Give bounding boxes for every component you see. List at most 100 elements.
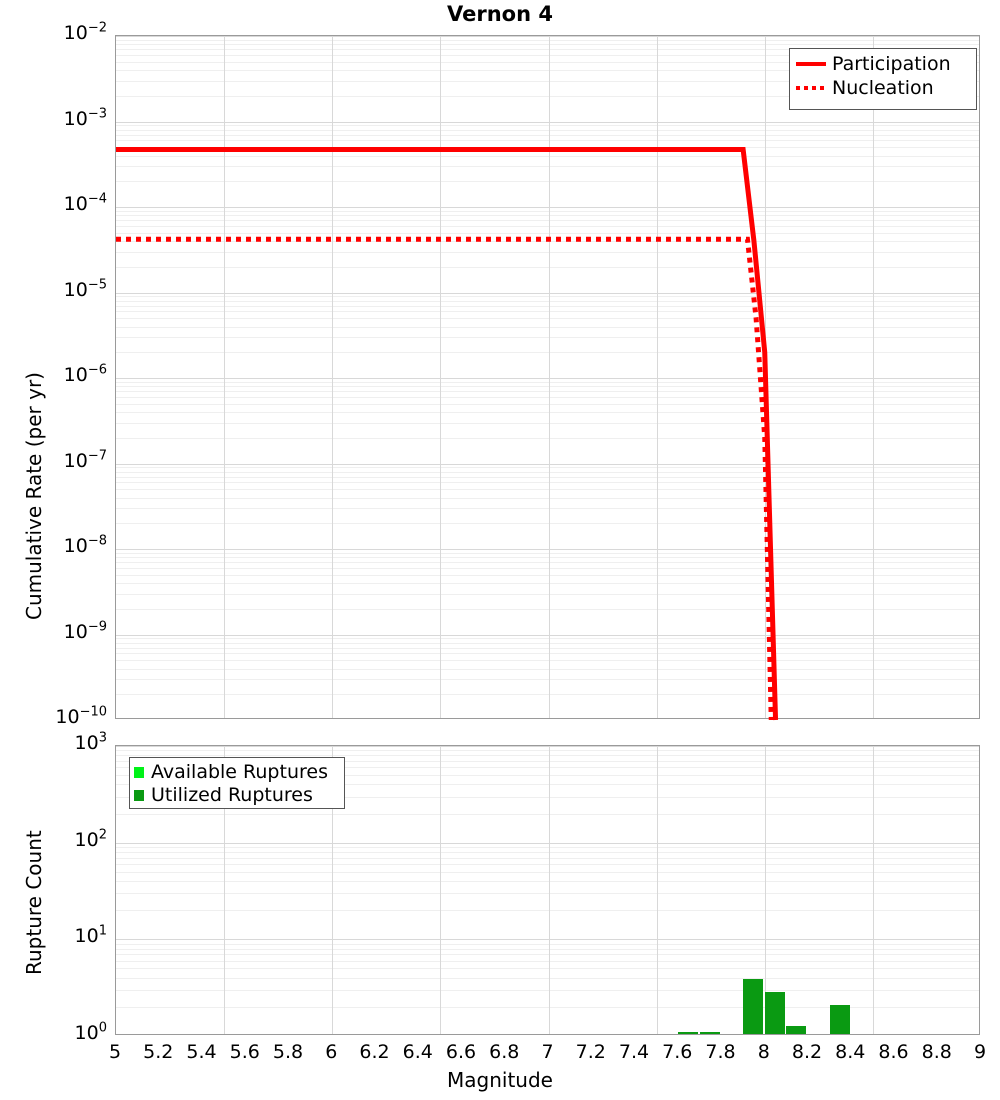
gridline-horizontal — [116, 296, 979, 298]
gridline-horizontal — [116, 954, 979, 956]
gridline-horizontal — [116, 391, 979, 393]
gridline-horizontal — [116, 1006, 979, 1008]
gridline-horizontal — [116, 125, 979, 127]
legend-item-utilized-ruptures: Utilized Ruptures — [134, 783, 339, 806]
gridline-horizontal — [116, 746, 979, 747]
gridline-horizontal — [116, 608, 979, 610]
mfd-legend: Participation Nucleation — [789, 48, 977, 110]
gridline-horizontal — [116, 960, 979, 962]
y-tick-10-8: 10−8 — [63, 533, 107, 557]
gridline-horizontal — [116, 750, 979, 752]
gridline-horizontal — [116, 155, 979, 157]
gridline-horizontal — [116, 881, 979, 883]
gridline-vertical — [872, 36, 874, 718]
gridline-horizontal — [116, 437, 979, 439]
x-tick-9: 9 — [973, 1041, 987, 1063]
gridline-horizontal — [116, 968, 979, 970]
x-tick-8.6: 8.6 — [878, 1041, 909, 1063]
gridline-horizontal — [116, 549, 979, 550]
gridline-horizontal — [116, 129, 979, 131]
gridline-horizontal — [116, 210, 979, 212]
gridline-horizontal — [116, 220, 979, 222]
y-tick-count-103: 103 — [74, 730, 107, 754]
gridline-horizontal — [116, 95, 979, 97]
gridline-horizontal — [116, 784, 979, 786]
dotted-line-key — [796, 81, 826, 95]
legend-item-nucleation: Nucleation — [796, 76, 970, 100]
histogram-bar — [657, 959, 677, 1034]
gridline-horizontal — [116, 471, 979, 473]
legend-item-participation: Participation — [796, 52, 970, 76]
gridline-horizontal — [116, 567, 979, 569]
gridline-vertical — [548, 746, 550, 1034]
gridline-vertical — [332, 746, 334, 1034]
gridline-horizontal — [116, 857, 979, 859]
x-tick-8: 8 — [757, 1041, 770, 1063]
gridline-horizontal — [116, 562, 979, 564]
gridline-horizontal — [116, 54, 979, 56]
bar-segment-utilized — [786, 1026, 807, 1034]
gridline-horizontal — [116, 694, 979, 696]
gridline-horizontal — [116, 207, 979, 208]
cumulative-rate-plot-area — [116, 36, 979, 718]
gridline-horizontal — [116, 412, 979, 414]
bar-segment-utilized — [743, 979, 764, 1034]
gridline-horizontal — [116, 134, 979, 136]
gridline-horizontal — [116, 61, 979, 63]
gridline-horizontal — [116, 760, 979, 762]
gridline-horizontal — [116, 166, 979, 168]
gridline-horizontal — [116, 939, 979, 941]
x-tick-8.8: 8.8 — [921, 1041, 952, 1063]
gridline-horizontal — [116, 39, 979, 41]
x-tick-6: 6 — [325, 1041, 338, 1063]
gridline-horizontal — [116, 49, 979, 51]
gridline-horizontal — [116, 660, 979, 662]
gridline-horizontal — [116, 557, 979, 559]
bar-segment-utilized — [678, 1032, 699, 1034]
gridline-horizontal — [116, 326, 979, 328]
histogram-bar — [678, 926, 699, 1034]
gridline-horizontal — [116, 634, 979, 636]
y-tick-10-5: 10−5 — [63, 277, 107, 301]
gridline-vertical — [656, 36, 658, 718]
gridline-horizontal — [116, 653, 979, 655]
gridline-horizontal — [116, 467, 979, 469]
bar-segment-utilized — [699, 1032, 720, 1034]
histogram-bar — [829, 942, 850, 1034]
gridline-horizontal — [116, 251, 979, 253]
gridline-horizontal — [116, 70, 979, 72]
x-tick-7.4: 7.4 — [618, 1041, 650, 1063]
gridline-horizontal — [116, 508, 979, 510]
histogram-bar — [743, 850, 764, 1034]
gridline-horizontal — [116, 403, 979, 405]
gridline-horizontal — [116, 311, 979, 313]
y-tick-10-4: 10−4 — [63, 191, 107, 215]
y-tick-count-100: 100 — [74, 1020, 107, 1044]
gridline-horizontal — [116, 948, 979, 950]
histogram-bar — [764, 841, 785, 1034]
x-tick-5.2: 5.2 — [143, 1041, 174, 1063]
rupture-legend: Available Ruptures Utilized Ruptures — [129, 757, 345, 809]
legend-item-available-ruptures: Available Ruptures — [134, 760, 339, 783]
gridline-horizontal — [116, 266, 979, 268]
gridline-horizontal — [116, 842, 979, 844]
x-tick-5: 5 — [108, 1041, 122, 1063]
x-tick-8.2: 8.2 — [791, 1041, 823, 1063]
gridline-horizontal — [116, 989, 979, 991]
gridline-horizontal — [116, 463, 979, 465]
y-tick-10-6: 10−6 — [63, 362, 107, 386]
x-tick-5.8: 5.8 — [272, 1041, 304, 1063]
gridline-horizontal — [116, 489, 979, 491]
y-tick-10-7: 10−7 — [63, 448, 107, 472]
gridline-horizontal — [116, 381, 979, 383]
gridline-horizontal — [116, 497, 979, 499]
x-tick-6.6: 6.6 — [445, 1041, 477, 1063]
gridline-horizontal — [116, 775, 979, 777]
x-tick-7.6: 7.6 — [662, 1041, 693, 1063]
gridline-horizontal — [116, 386, 979, 388]
y-tick-10-3: 10−3 — [63, 106, 107, 130]
legend-label-utilized-ruptures: Utilized Ruptures — [151, 783, 313, 806]
legend-label-nucleation: Nucleation — [832, 77, 934, 99]
gridline-horizontal — [116, 523, 979, 525]
cumulative-rate-panel — [115, 35, 980, 721]
